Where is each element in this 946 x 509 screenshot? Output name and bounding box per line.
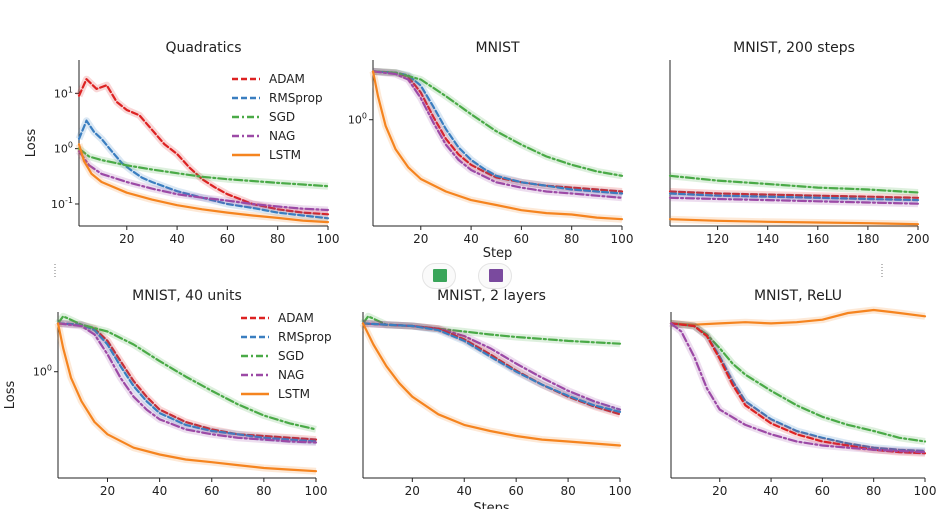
- x-tick-label: 80: [256, 484, 271, 498]
- series-line-adam: [668, 190, 920, 199]
- x-tick-label: 80: [270, 232, 285, 246]
- series-line-nag: [371, 70, 624, 199]
- series-line-nag: [77, 150, 330, 212]
- y-tick-label: 101: [54, 85, 73, 100]
- x-tick-label: 100: [305, 484, 328, 498]
- y-tick-label: 100: [33, 364, 52, 379]
- table-icon: [433, 269, 447, 282]
- series-line-sgd: [668, 174, 920, 194]
- legend-1: ADAM RMSprop SGD NAG LSTM: [232, 72, 323, 162]
- series-line-lstm: [371, 70, 624, 221]
- y-tick-label: 100: [348, 112, 367, 127]
- legend-label-lstm: LSTM: [269, 148, 301, 162]
- series-line-rmsprop: [361, 322, 622, 413]
- x-tick-label: 40: [457, 484, 472, 498]
- x-tick-label: 120: [706, 232, 729, 246]
- legend-label-adam: ADAM: [269, 72, 305, 86]
- chart-title: MNIST, 200 steps: [733, 40, 855, 56]
- resize-handle-right[interactable]: [881, 264, 883, 278]
- y-tick-label: 10-1: [51, 196, 73, 211]
- x-tick-label: 60: [509, 484, 524, 498]
- y-axis-label: Loss: [24, 129, 39, 158]
- series-line-sgd: [77, 147, 330, 188]
- x-tick-label: 200: [907, 232, 930, 246]
- legend-label-adam: ADAM: [278, 311, 314, 325]
- x-tick-label: 100: [609, 484, 632, 498]
- series-line-sgd: [56, 315, 318, 431]
- x-tick-label: 100: [317, 232, 340, 246]
- legend-label-nag: NAG: [269, 129, 295, 143]
- x-tick-label: 60: [815, 484, 830, 498]
- x-tick-label: 20: [100, 484, 115, 498]
- series-line-lstm: [77, 143, 330, 224]
- series-line-lstm: [669, 308, 927, 326]
- series-line-sgd: [669, 322, 927, 443]
- legend-label-rmsprop: RMSprop: [278, 330, 332, 344]
- legend-2: ADAM RMSprop SGD NAG LSTM: [241, 311, 332, 401]
- x-tick-label: 80: [564, 232, 579, 246]
- x-tick-label: 100: [914, 484, 937, 498]
- chart-title: MNIST, 2 layers: [437, 288, 546, 304]
- panel-3: MNIST, 200 steps 120 140 160 180 200: [668, 40, 930, 246]
- legend-label-lstm: LSTM: [278, 387, 310, 401]
- legend-label-rmsprop: RMSprop: [269, 91, 323, 105]
- panel-6: MNIST, ReLU 20 40 60 80 100: [668, 288, 937, 498]
- x-tick-label: 40: [169, 232, 184, 246]
- series-line-nag: [669, 322, 927, 454]
- x-tick-label: 20: [119, 232, 134, 246]
- legend-label-sgd: SGD: [269, 110, 295, 124]
- x-axis-label: Step: [483, 246, 513, 261]
- chart-title: MNIST: [475, 40, 520, 56]
- panel-1: Quadratics 20 40 60 80 100 10-1 100 101 Loss: [24, 40, 339, 246]
- legend-label-nag: NAG: [278, 368, 304, 382]
- x-tick-label: 80: [560, 484, 575, 498]
- series-line-rmsprop: [371, 70, 624, 195]
- x-tick-label: 20: [712, 484, 727, 498]
- series-line-lstm: [361, 322, 622, 447]
- series-line-rmsprop: [56, 322, 318, 443]
- panel-4: MNIST, 40 units 20 40 60 80 100 100 Loss: [3, 288, 327, 498]
- table-view-button[interactable]: [422, 263, 456, 289]
- chart-title: MNIST, ReLU: [754, 288, 842, 304]
- x-tick-label: 20: [413, 232, 428, 246]
- x-tick-label: 60: [514, 232, 529, 246]
- series-line-adam: [56, 322, 318, 441]
- x-tick-label: 80: [866, 484, 881, 498]
- y-tick-label: 100: [54, 141, 73, 156]
- x-tick-label: 20: [405, 484, 420, 498]
- x-tick-label: 40: [463, 232, 478, 246]
- x-axis-label: Steps: [473, 501, 510, 509]
- series-line-sgd: [371, 70, 624, 177]
- resize-handle-left[interactable]: [54, 264, 56, 278]
- series-line-rmsprop: [668, 192, 920, 202]
- x-tick-label: 40: [152, 484, 167, 498]
- x-tick-label: 180: [856, 232, 879, 246]
- x-tick-label: 60: [204, 484, 219, 498]
- panel-5: MNIST, 2 layers 20 40 60 80 100 Steps: [359, 288, 632, 509]
- series-line-lstm: [668, 218, 920, 226]
- panel-2: MNIST 20 40 60 80 100 100 Step: [348, 40, 634, 261]
- series-line-nag: [668, 196, 920, 205]
- chart-title: Quadratics: [165, 40, 241, 56]
- x-tick-label: 60: [220, 232, 235, 246]
- series-line-sgd: [361, 315, 622, 345]
- series-line-rmsprop: [77, 119, 330, 220]
- video-icon: [489, 269, 503, 282]
- series-line-lstm: [56, 322, 318, 473]
- x-tick-label: 140: [756, 232, 779, 246]
- x-tick-label: 160: [806, 232, 829, 246]
- video-view-button[interactable]: [478, 263, 512, 289]
- chart-title: MNIST, 40 units: [132, 288, 242, 304]
- series-band-sgd: [360, 312, 621, 348]
- series-line-adam: [371, 70, 624, 193]
- legend-label-sgd: SGD: [278, 349, 304, 363]
- x-tick-label: 40: [763, 484, 778, 498]
- y-axis-label: Loss: [3, 381, 18, 410]
- x-tick-label: 100: [611, 232, 634, 246]
- series-line-nag: [56, 322, 318, 444]
